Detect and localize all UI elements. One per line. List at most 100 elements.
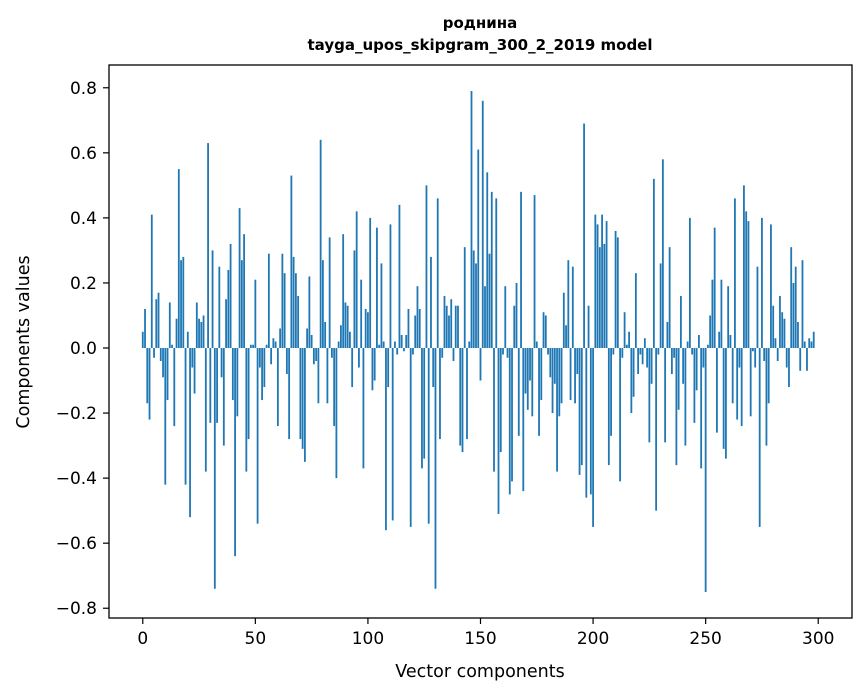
- bar: [416, 286, 419, 349]
- bar: [740, 348, 743, 427]
- bar: [418, 308, 421, 349]
- bar: [369, 217, 372, 349]
- bar: [355, 211, 358, 348]
- bar: [734, 198, 736, 349]
- bar: [331, 348, 333, 358]
- bar: [412, 348, 414, 355]
- bar: [216, 348, 218, 423]
- bar: [806, 348, 808, 371]
- bar: [240, 260, 243, 349]
- bar: [596, 224, 599, 348]
- bar: [565, 325, 567, 349]
- bar: [186, 331, 189, 348]
- bar: [376, 227, 378, 349]
- bar: [182, 256, 185, 348]
- bar: [484, 286, 486, 349]
- bar: [686, 341, 689, 349]
- bar: [643, 338, 646, 349]
- bar: [506, 348, 509, 358]
- bar: [673, 348, 676, 358]
- bar: [450, 299, 453, 348]
- bar: [497, 348, 500, 514]
- bar: [526, 348, 529, 410]
- bar: [281, 253, 284, 349]
- bar: [688, 217, 691, 349]
- bar: [763, 348, 766, 362]
- bar: [225, 299, 227, 348]
- x-tick-label: 100: [352, 629, 384, 649]
- bar: [808, 338, 811, 349]
- bar: [272, 338, 275, 349]
- bar: [578, 348, 581, 475]
- bar: [612, 348, 615, 355]
- bar: [315, 348, 318, 362]
- bar: [421, 348, 423, 469]
- bar: [576, 348, 579, 375]
- bar: [337, 341, 340, 349]
- bar: [328, 237, 331, 349]
- bar: [150, 214, 153, 349]
- bar: [373, 348, 376, 381]
- bar: [391, 348, 394, 521]
- bar: [243, 234, 245, 348]
- bar: [394, 341, 396, 349]
- bar: [641, 348, 644, 365]
- y-tick-label: 0.4: [70, 209, 97, 229]
- bar: [553, 348, 556, 384]
- bar: [679, 295, 682, 349]
- bar: [168, 302, 171, 348]
- bar-series: [141, 91, 815, 592]
- bar: [770, 224, 772, 348]
- bar: [585, 348, 588, 498]
- bar: [499, 348, 502, 453]
- bar: [222, 348, 225, 446]
- bar: [488, 253, 491, 349]
- bar: [317, 348, 320, 404]
- bar: [245, 348, 248, 472]
- bar: [790, 247, 793, 348]
- bar: [146, 348, 149, 404]
- bar: [452, 348, 455, 362]
- bar: [598, 247, 601, 348]
- bar: [812, 331, 815, 348]
- bar: [562, 292, 565, 349]
- bar: [157, 292, 160, 349]
- bar: [432, 348, 435, 388]
- bar: [524, 348, 527, 394]
- bar: [583, 123, 585, 348]
- bar: [538, 348, 540, 436]
- bar: [788, 348, 790, 388]
- y-tick-label: −0.8: [56, 599, 97, 619]
- x-tick-label: 150: [464, 629, 496, 649]
- bar: [466, 348, 468, 440]
- y-tick-label: 0.8: [70, 79, 97, 99]
- bar: [560, 348, 563, 404]
- bar: [648, 348, 651, 443]
- bar: [144, 308, 146, 349]
- bar: [414, 315, 417, 349]
- bar: [358, 348, 360, 368]
- bar: [220, 348, 223, 378]
- bar: [218, 266, 221, 348]
- bar: [783, 318, 786, 349]
- bar: [594, 214, 597, 349]
- bar: [668, 247, 671, 348]
- bar: [772, 305, 775, 349]
- bar: [625, 344, 628, 348]
- bar: [299, 348, 302, 440]
- bar: [756, 266, 759, 348]
- bar: [774, 338, 777, 349]
- bar: [258, 348, 261, 368]
- bar: [252, 344, 254, 348]
- chart-subtitle: tayga_upos_skipgram_300_2_2019 model: [308, 36, 653, 54]
- bar: [346, 305, 349, 349]
- bar: [344, 302, 347, 348]
- bar: [398, 204, 401, 349]
- bar: [400, 334, 403, 348]
- bar: [767, 348, 770, 404]
- bar: [427, 348, 430, 524]
- bar: [801, 260, 804, 349]
- bar: [605, 221, 608, 348]
- bar: [173, 348, 176, 427]
- bar: [301, 348, 304, 449]
